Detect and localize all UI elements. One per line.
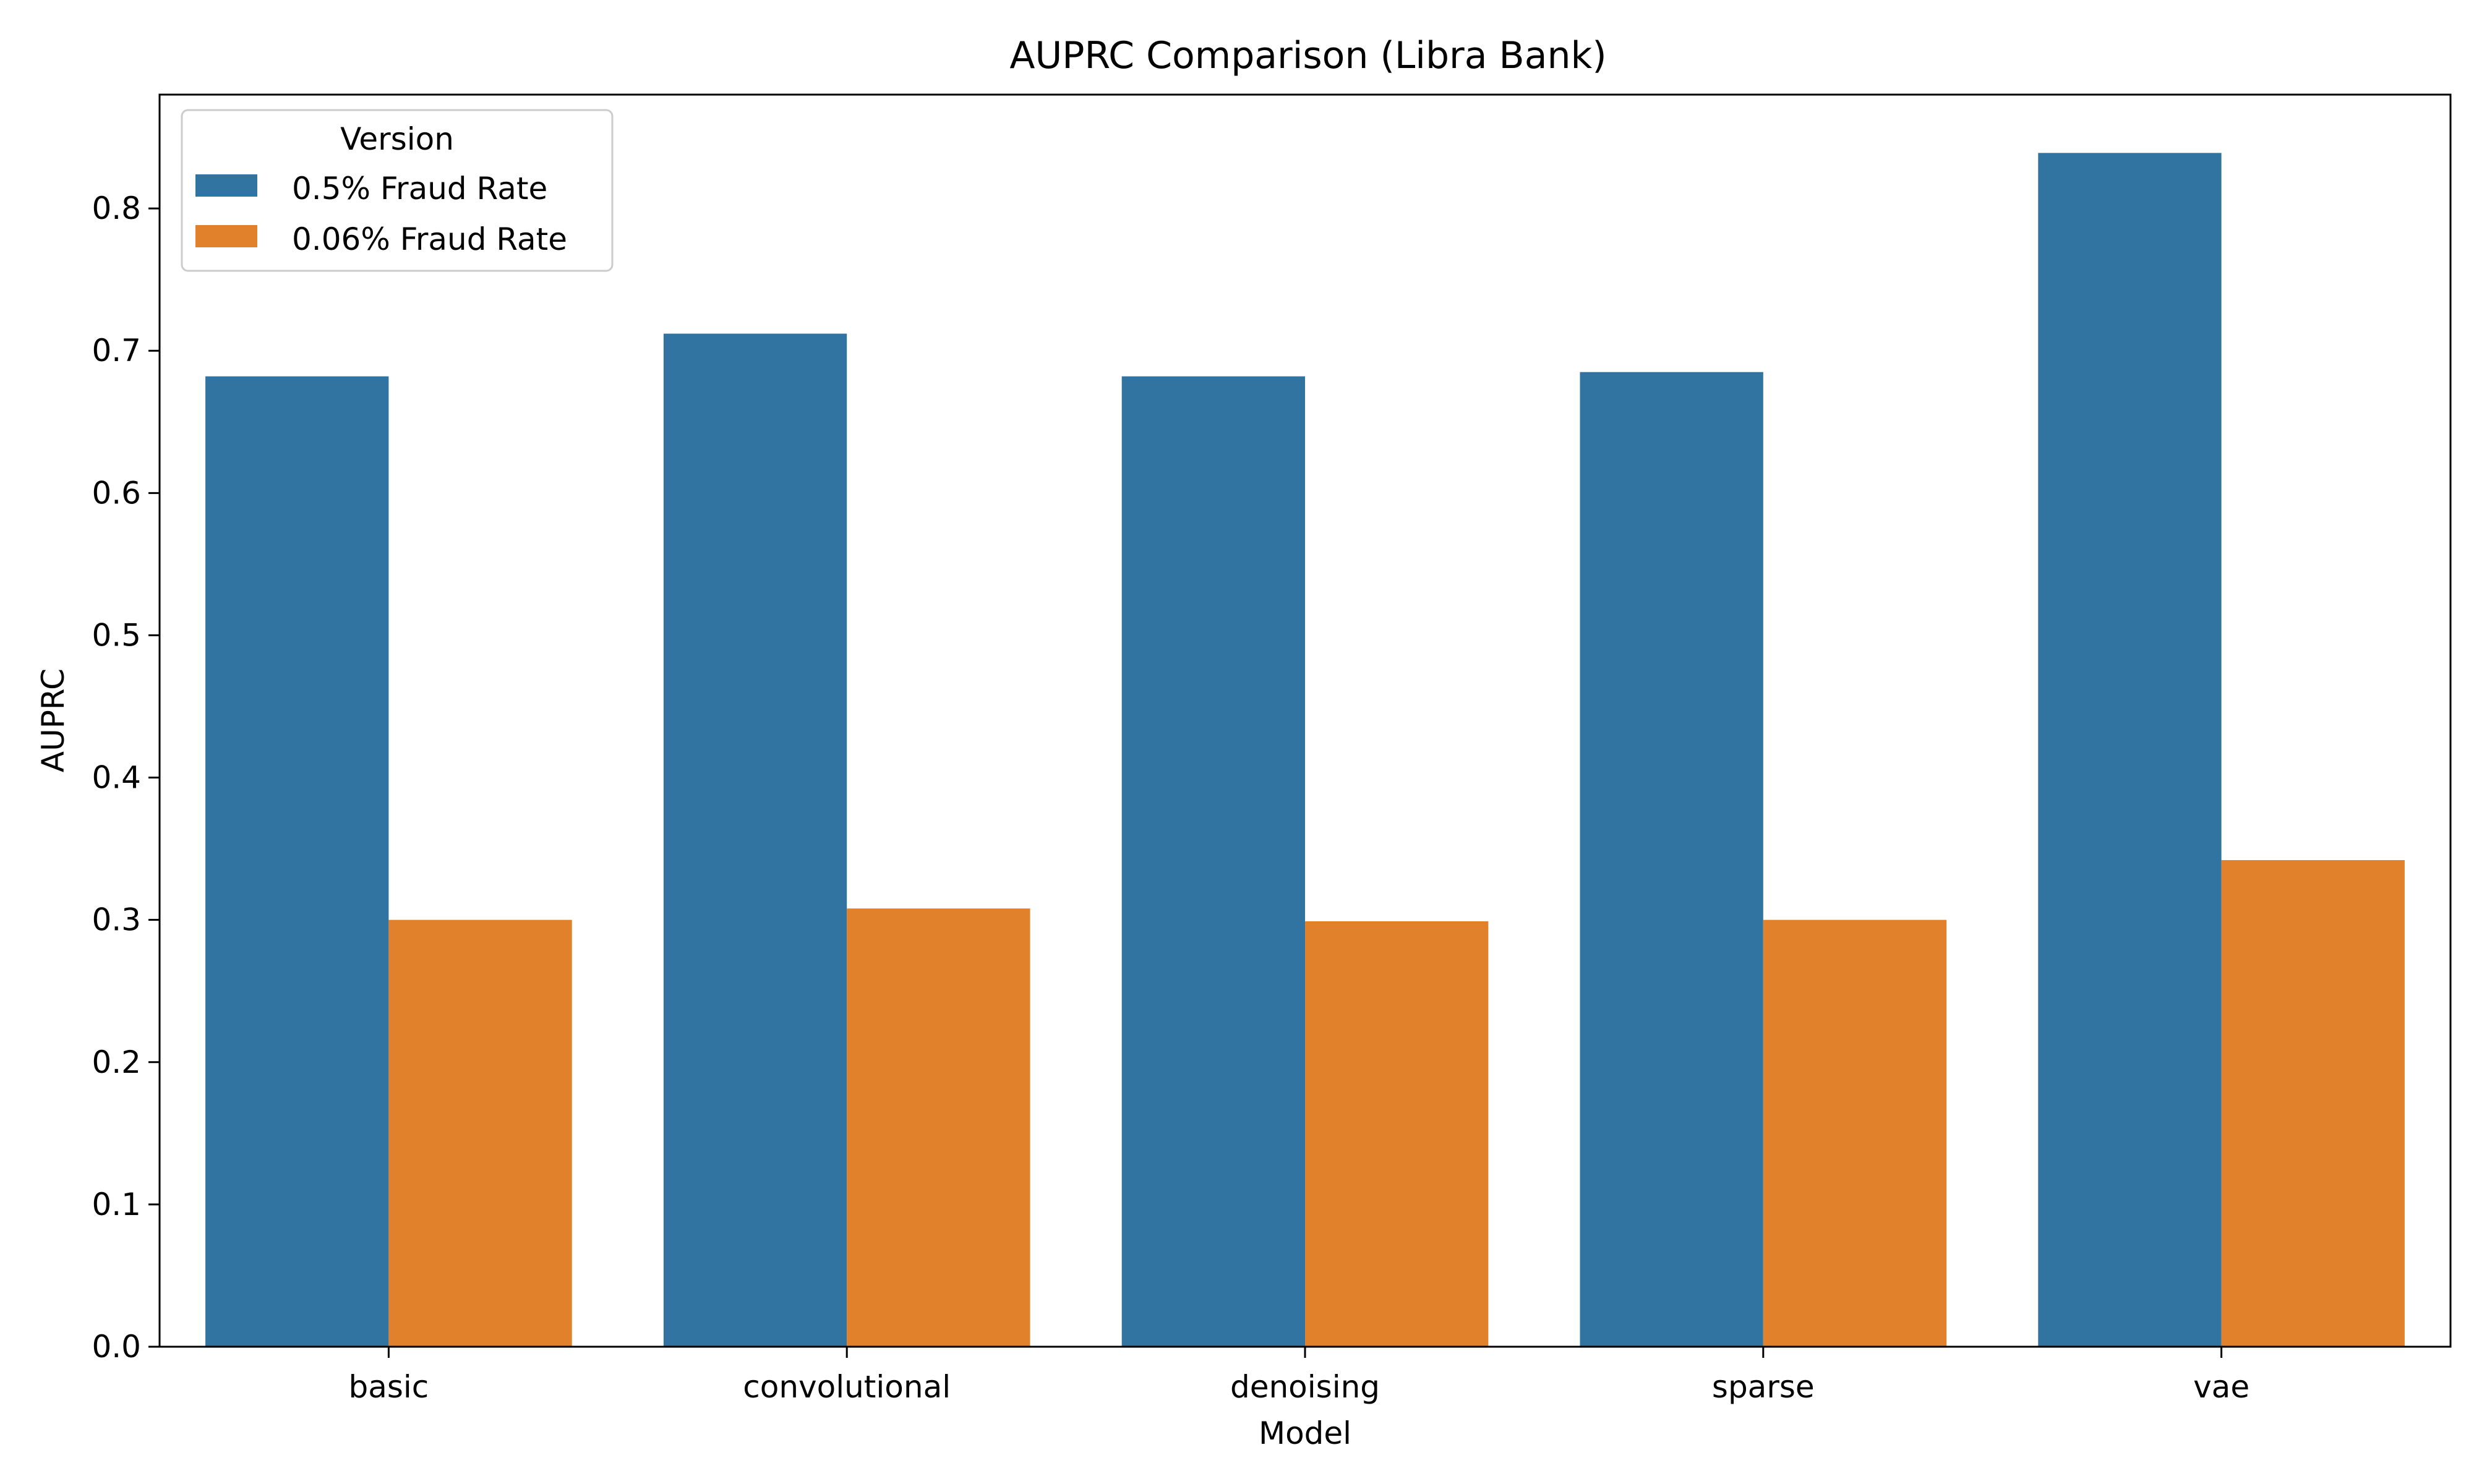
legend-label-1: 0.06% Fraud Rate: [292, 221, 567, 257]
bar-convolutional-series-1: [847, 908, 1030, 1347]
legend-swatch-0: [195, 174, 257, 197]
bar-convolutional-series-0: [663, 333, 847, 1347]
legend-label-0: 0.5% Fraud Rate: [292, 171, 547, 207]
x-tick-label-basic: basic: [348, 1369, 429, 1405]
x-tick-label-sparse: sparse: [1712, 1369, 1815, 1405]
legend-swatch-1: [195, 225, 257, 247]
y-tick-label: 0.4: [92, 760, 141, 796]
y-tick-label: 0.6: [92, 475, 141, 511]
x-axis: basic convolutional denoising sparse vae: [348, 1347, 2249, 1405]
y-tick-label: 0.1: [92, 1187, 141, 1222]
bar-vae-series-1: [2221, 860, 2405, 1347]
legend: Version 0.5% Fraud Rate 0.06% Fraud Rate: [181, 109, 614, 272]
bar-sparse-series-0: [1580, 372, 1763, 1347]
legend-box: [181, 109, 614, 272]
y-tick-label: 0.5: [92, 617, 141, 653]
x-tick-label-denoising: denoising: [1230, 1369, 1380, 1405]
bar-basic-series-0: [205, 376, 389, 1347]
y-axis: 0.0 0.1 0.2 0.3 0.4 0.5 0.6 0.7 0.8: [92, 190, 160, 1365]
y-tick-label: 0.3: [92, 902, 141, 938]
bar-sparse-series-1: [1763, 919, 1947, 1347]
x-tick-label-convolutional: convolutional: [743, 1369, 951, 1405]
bar-denoising-series-1: [1305, 921, 1489, 1347]
bar-basic-series-1: [388, 919, 572, 1347]
x-axis-label: Model: [1259, 1415, 1351, 1451]
y-tick-label: 0.0: [92, 1329, 141, 1365]
y-tick-label: 0.8: [92, 190, 141, 226]
chart-title: AUPRC Comparison (Libra Bank): [1009, 34, 1606, 77]
y-tick-label: 0.7: [92, 333, 141, 369]
bars-group: [205, 153, 2405, 1347]
y-tick-label: 0.2: [92, 1044, 141, 1080]
legend-title: Version: [340, 121, 454, 157]
bar-denoising-series-0: [1121, 376, 1305, 1347]
y-axis-label: AUPRC: [35, 668, 71, 772]
bar-vae-series-0: [2038, 153, 2222, 1347]
x-tick-label-vae: vae: [2193, 1369, 2249, 1405]
